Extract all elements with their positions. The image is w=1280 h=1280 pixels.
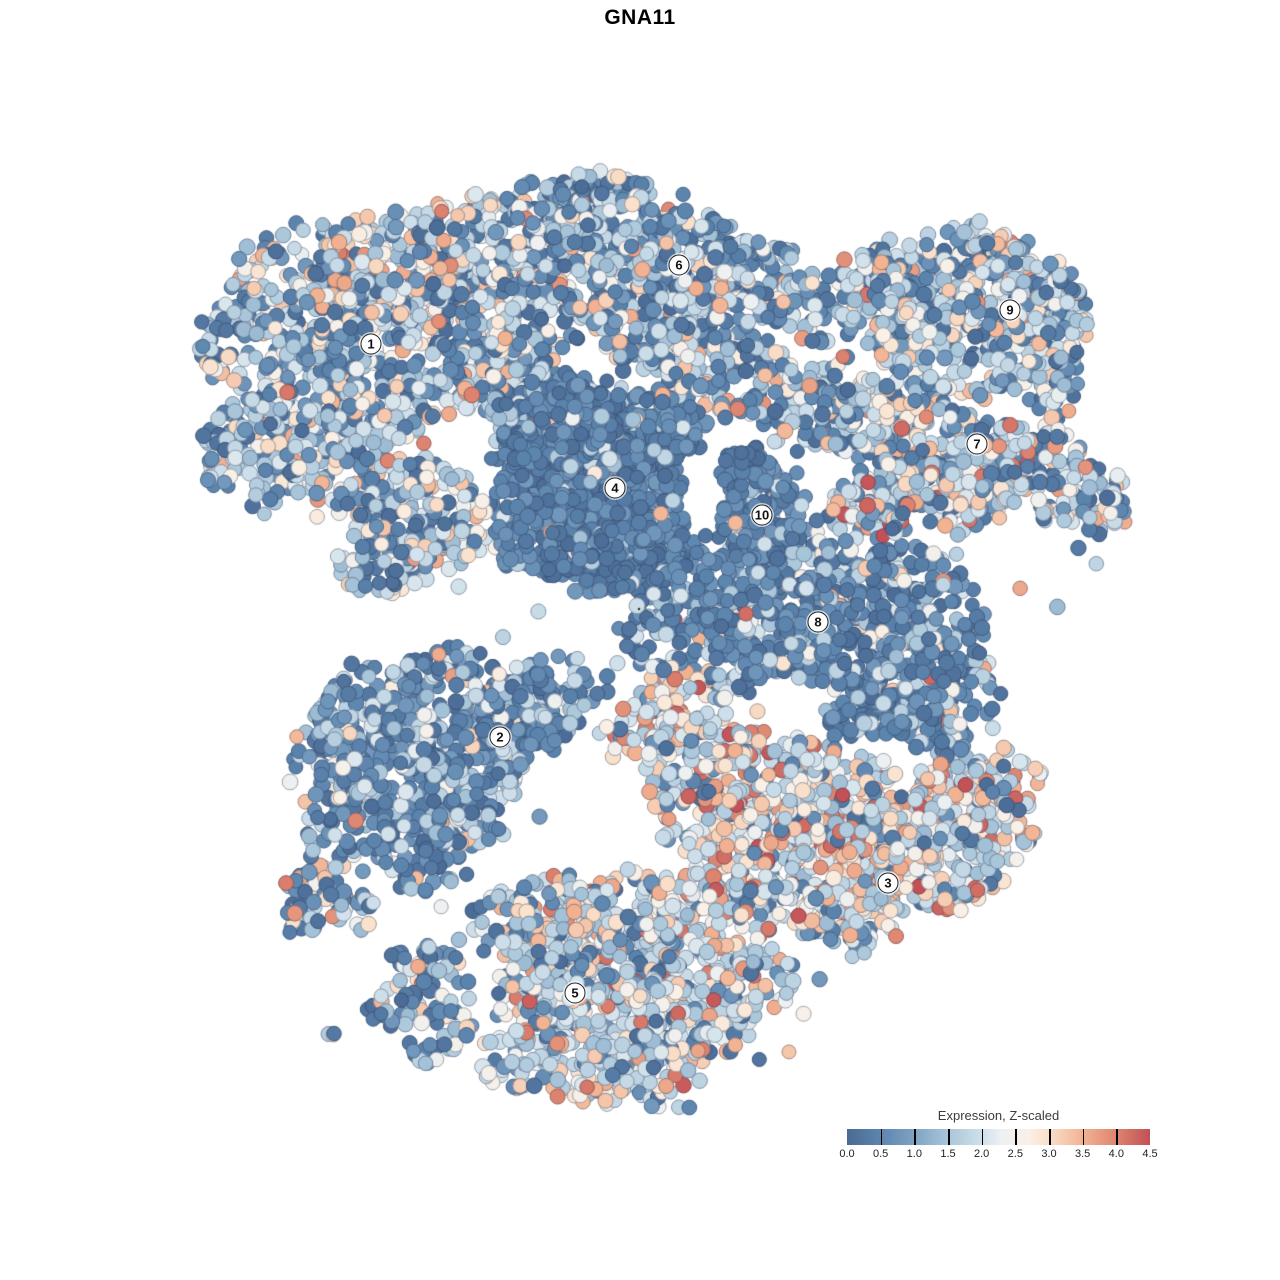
legend-tick-mark — [914, 1129, 916, 1145]
cluster-label-2: 2 — [489, 726, 511, 748]
legend-tick-mark — [880, 1129, 883, 1145]
legend-tick-label: 4.0 — [1108, 1148, 1124, 1160]
cluster-label-8: 8 — [807, 611, 829, 633]
cluster-label-5: 5 — [564, 982, 586, 1004]
legend-colorbar — [847, 1129, 1150, 1145]
legend-tick-mark — [1015, 1129, 1017, 1145]
legend-tick-label: 4.5 — [1142, 1148, 1158, 1160]
legend-tick-label: 1.0 — [906, 1148, 922, 1160]
legend-tick-label: 2.0 — [974, 1148, 990, 1160]
cluster-label-10: 10 — [751, 504, 773, 526]
legend-tick-mark — [1082, 1129, 1085, 1145]
legend-tick-mark — [1116, 1129, 1118, 1145]
legend-title: Expression, Z-scaled — [937, 1108, 1060, 1123]
legend-tick-mark — [1049, 1129, 1051, 1145]
cluster-label-6: 6 — [668, 254, 690, 276]
expression-legend: Expression, Z-scaled 0.0 0.5 1.0 1.5 2.0 2.5 3… — [839, 1108, 1157, 1162]
cluster-label-3: 3 — [877, 872, 899, 894]
legend-tick-label: 2.5 — [1007, 1148, 1023, 1160]
legend-tick-labels: 0.0 0.5 1.0 1.5 2.0 2.5 3.0 3.5 4.0 4.5 — [839, 1148, 1157, 1162]
legend-tick-label: 3.0 — [1041, 1148, 1057, 1160]
legend-tick-mark — [981, 1129, 984, 1145]
cluster-label-7: 7 — [966, 433, 988, 455]
legend-tick-label: 1.5 — [940, 1148, 956, 1160]
legend-tick-mark — [948, 1129, 950, 1145]
cluster-label-1: 1 — [360, 333, 382, 355]
legend-tick-label: 3.5 — [1075, 1148, 1091, 1160]
cluster-label-4: 4 — [604, 477, 626, 499]
cluster-label-9: 9 — [999, 299, 1021, 321]
legend-tick-label: 0.0 — [839, 1148, 855, 1160]
legend-tick-label: 0.5 — [873, 1148, 889, 1160]
